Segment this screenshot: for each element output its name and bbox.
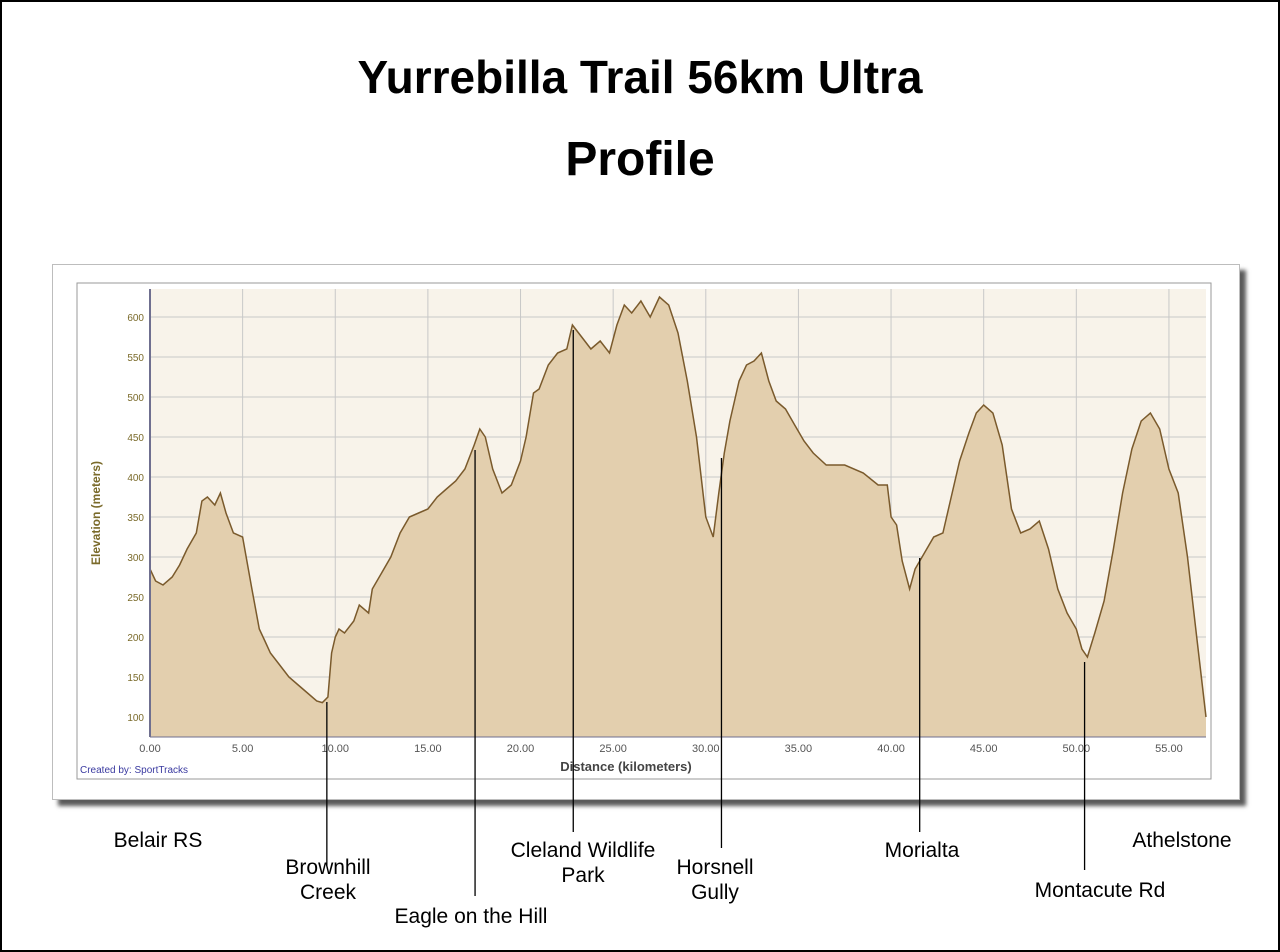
- y-tick-label: 600: [127, 313, 144, 324]
- label-athelstone: Athelstone: [1132, 829, 1232, 852]
- y-tick-label: 150: [127, 673, 144, 684]
- x-tick-label: 45.00: [970, 743, 998, 755]
- y-tick-label: 400: [127, 473, 144, 484]
- label-cleland-wildlife-park: Cleland Wildlife Park: [510, 839, 656, 887]
- y-tick-label: 200: [127, 633, 144, 644]
- y-tick-label: 350: [127, 513, 144, 524]
- y-tick-label: 250: [127, 593, 144, 604]
- x-tick-label: 15.00: [414, 743, 442, 755]
- label-montacute-rd: Montacute Rd: [1034, 879, 1166, 902]
- label-morialta: Morialta: [884, 839, 960, 862]
- x-axis-title: Distance (kilometers): [560, 759, 692, 774]
- chart-subtitle: Profile: [565, 133, 715, 186]
- y-tick-label: 450: [127, 433, 144, 444]
- x-tick-label: 30.00: [692, 743, 720, 755]
- x-tick-label: 20.00: [507, 743, 535, 755]
- y-tick-label: 100: [127, 713, 144, 724]
- label-eagle-on-the-hill: Eagle on the Hill: [394, 905, 548, 928]
- x-tick-label: 55.00: [1155, 743, 1183, 755]
- elevation-area: [150, 297, 1206, 737]
- x-tick-label: 0.00: [139, 743, 160, 755]
- elevation-line: [149, 295, 1207, 718]
- label-belair-rs: Belair RS: [113, 829, 203, 852]
- x-tick-label: 10.00: [321, 743, 349, 755]
- x-tick-label: 25.00: [599, 743, 627, 755]
- chart-panel: 100 150 200 250 300 350 400 450 500 550 600 0.00 5.0…: [52, 264, 1240, 800]
- y-tick-label: 300: [127, 553, 144, 564]
- y-axis-title: Elevation (meters): [89, 461, 103, 565]
- credit-text: Created by: SportTracks: [80, 765, 188, 776]
- y-tick-label: 500: [127, 393, 144, 404]
- chart-title: Yurrebilla Trail 56km Ultra: [357, 51, 923, 103]
- elevation-chart: 100 150 200 250 300 350 400 450 500 550 600 0.00 5.0…: [76, 282, 1212, 780]
- x-tick-label: 50.00: [1063, 743, 1091, 755]
- label-brownhill-creek: Brownhill Creek: [285, 856, 371, 904]
- x-tick-label: 35.00: [785, 743, 813, 755]
- label-horsnell-gully: Horsnell Gully: [676, 856, 754, 904]
- y-tick-label: 550: [127, 353, 144, 364]
- x-tick-label: 40.00: [877, 743, 905, 755]
- x-tick-label: 5.00: [232, 743, 253, 755]
